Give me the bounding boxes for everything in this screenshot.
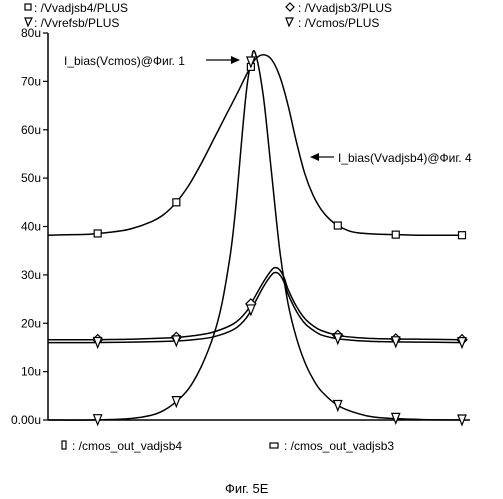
data-point-vvadjsb4 [392, 231, 399, 238]
annotation-arrowhead-vvadjsb4 [310, 153, 319, 161]
data-point-vcmos [172, 397, 180, 407]
legend-label-1: : /Vvadjsb4/PLUS [34, 1, 128, 15]
y-tick-label: 40u [21, 220, 41, 234]
legend-label-2: : /Vvadjsb3/PLUS [298, 1, 392, 15]
legend-item-4: : /Vcmos/PLUS [286, 16, 379, 30]
legend-marker-diamond [286, 3, 294, 11]
annotation-vcmos: I_bias(Vcmos)@Фиг. 1 [64, 54, 185, 68]
legend-label-3: : /Vvrefsb/PLUS [34, 16, 119, 30]
series-lines [48, 51, 462, 420]
annotation-arrowhead-vcmos [231, 56, 240, 64]
annotations: I_bias(Vcmos)@Фиг. 1 I_bias(Vvadjsb4)@Фи… [64, 54, 472, 165]
y-tick-label: 20u [21, 316, 41, 330]
legend-marker-rect-wide [270, 443, 278, 448]
y-ticks: 0.00u 10u 20u 30u 40u 50u 60u 70u 80u [11, 26, 48, 427]
legend-marker-rect-tall [62, 441, 66, 449]
legend-marker-square [25, 4, 31, 10]
data-point-vcmos [334, 400, 342, 410]
data-point-vvadjsb4 [94, 230, 101, 237]
legend-bottom-label-2: : /cmos_out_vadjsb3 [284, 439, 394, 453]
y-tick-label: 70u [21, 74, 41, 88]
axes [48, 33, 470, 420]
legend-bottom-item-2: : /cmos_out_vadjsb3 [270, 439, 394, 453]
legend-bottom: : /cmos_out_vadjsb4 : /cmos_out_vadjsb3 [62, 439, 394, 453]
y-tick-label: 10u [21, 365, 41, 379]
y-tick-label: 60u [21, 123, 41, 137]
legend-marker-triangle [286, 18, 293, 26]
legend-top: : /Vvadjsb4/PLUS : /Vvadjsb3/PLUS : /Vvr… [25, 1, 392, 30]
y-tick-label: 30u [21, 268, 41, 282]
data-point-vvadjsb4 [459, 232, 466, 239]
legend-item-2: : /Vvadjsb3/PLUS [286, 1, 392, 15]
figure-caption: Фиг. 5E [225, 481, 269, 496]
legend-marker-triangle [25, 18, 32, 26]
legend-bottom-label-1: : /cmos_out_vadjsb4 [72, 439, 182, 453]
legend-bottom-item-1: : /cmos_out_vadjsb4 [62, 439, 182, 453]
annotation-vvadjsb4: I_bias(Vvadjsb4)@Фиг. 4 [338, 151, 472, 165]
y-tick-label: 0.00u [11, 413, 41, 427]
series-markers [93, 57, 467, 425]
data-point-vvadjsb4 [334, 222, 341, 229]
y-tick-label: 80u [21, 26, 41, 40]
legend-item-1: : /Vvadjsb4/PLUS [25, 1, 128, 15]
series-line-vvadjsb4 [48, 55, 462, 235]
data-point-vvadjsb4 [173, 199, 180, 206]
legend-label-4: : /Vcmos/PLUS [298, 16, 379, 30]
series-line-vvrefsb [48, 273, 462, 343]
y-tick-label: 50u [21, 171, 41, 185]
